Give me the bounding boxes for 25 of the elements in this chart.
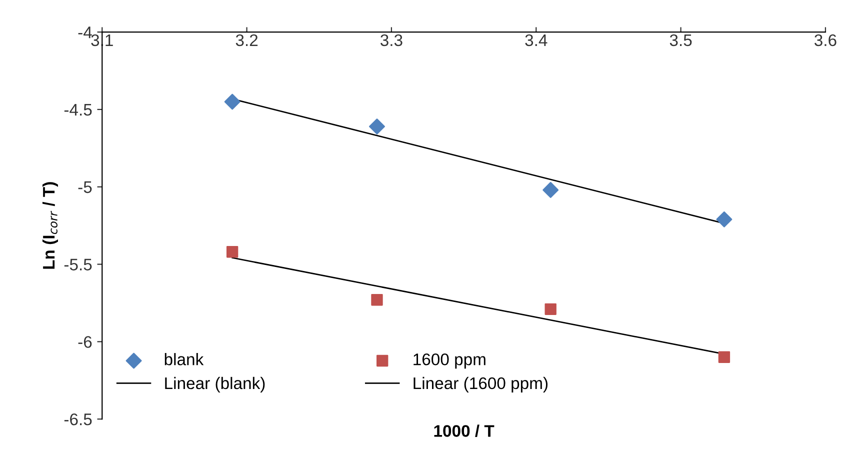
y-tick-label: -6 xyxy=(78,336,92,348)
y-tick-label: -4.5 xyxy=(64,104,92,116)
y-axis-title: Ln (I$_{corr}$ / T) xyxy=(42,182,58,269)
point xyxy=(371,294,383,306)
point xyxy=(226,246,238,258)
x-axis-title: 1000 / T xyxy=(434,424,494,438)
point xyxy=(544,303,556,316)
legend-label: blank xyxy=(164,353,204,366)
legend-label: Linear (blank) xyxy=(165,376,265,392)
point xyxy=(542,182,559,198)
y-tick-label: -6.5 xyxy=(64,413,92,426)
point xyxy=(369,118,385,134)
y-tick-label: -5.5 xyxy=(64,258,92,270)
x-tick-label: 3.2 xyxy=(236,34,258,46)
legend-label: 1600 ppm xyxy=(414,353,486,369)
legend-label: Linear (1600 ppm) xyxy=(414,376,548,392)
y-tick-label: -4 xyxy=(78,26,92,38)
point xyxy=(716,211,732,228)
x-tick-label: 3.4 xyxy=(525,34,548,46)
point xyxy=(718,351,730,363)
point xyxy=(224,94,240,110)
x-tick-label: 3.5 xyxy=(670,34,692,46)
y-tick-label: -5 xyxy=(78,181,92,194)
x-tick-label: 3.6 xyxy=(814,34,836,46)
x-tick-label: 3.3 xyxy=(380,34,402,46)
